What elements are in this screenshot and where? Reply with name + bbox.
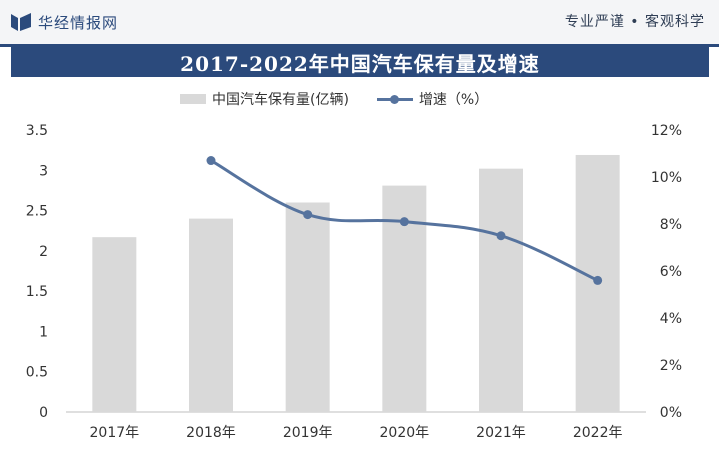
chart-legend: 中国汽车保有量(亿辆) 增速（%） — [180, 89, 516, 109]
y-right-tick-label: 4% — [660, 311, 682, 327]
growth-point — [496, 231, 506, 241]
y-right-tick-label: 8% — [660, 217, 682, 233]
legend-bar-swatch — [180, 94, 206, 104]
brand: 华经情报网 — [10, 10, 118, 34]
chart-title: 2017-2022年中国汽车保有量及增速 — [180, 51, 540, 76]
y-right-tick-label: 2% — [660, 358, 682, 374]
x-tick-label: 2017年 — [90, 425, 140, 441]
x-tick-label: 2018年 — [186, 425, 236, 441]
y-left-tick-label: 0 — [39, 405, 48, 421]
y-right-tick-label: 12% — [651, 123, 682, 139]
brand-logo-icon — [11, 13, 31, 31]
bar — [92, 237, 137, 412]
x-tick-label: 2019年 — [283, 425, 333, 441]
bar — [189, 218, 233, 412]
header-motto: 专业严谨 • 客观科学 — [564, 14, 705, 30]
y-left-tick-label: 2.5 — [26, 204, 48, 220]
growth-point — [399, 217, 409, 227]
x-tick-label: 2022年 — [573, 425, 623, 441]
growth-point — [206, 156, 216, 166]
growth-point — [303, 210, 313, 220]
y-right-tick-label: 6% — [660, 264, 682, 280]
y-left-tick-label: 2 — [39, 244, 48, 260]
growth-point — [593, 275, 603, 285]
y-left-tick-label: 1.5 — [26, 284, 48, 300]
y-left-tick-label: 0.5 — [26, 365, 48, 381]
header-bar: 华经情报网 专业严谨 • 客观科学 — [0, 0, 719, 44]
bar — [285, 202, 330, 412]
title-bar: 2017-2022年中国汽车保有量及增速 — [11, 47, 709, 77]
x-tick-label: 2020年 — [380, 425, 430, 441]
legend-item-line: 增速（%） — [376, 89, 489, 109]
legend-line-label: 增速（%） — [418, 92, 489, 108]
legend-line-swatch — [376, 94, 413, 104]
x-tick-label: 2021年 — [476, 425, 526, 441]
bar — [479, 168, 523, 412]
legend-bar-label: 中国汽车保有量(亿辆) — [212, 92, 349, 108]
header-divider — [0, 44, 719, 47]
brand-name: 华经情报网 — [38, 13, 119, 32]
y-right-tick-label: 10% — [651, 170, 682, 186]
y-right-tick-label: 0% — [660, 405, 682, 421]
legend-item-bar: 中国汽车保有量(亿辆) — [180, 89, 349, 109]
y-left-tick-label: 3.5 — [26, 123, 48, 139]
y-left-tick-label: 3 — [39, 163, 48, 179]
y-left-tick-label: 1 — [39, 324, 48, 340]
